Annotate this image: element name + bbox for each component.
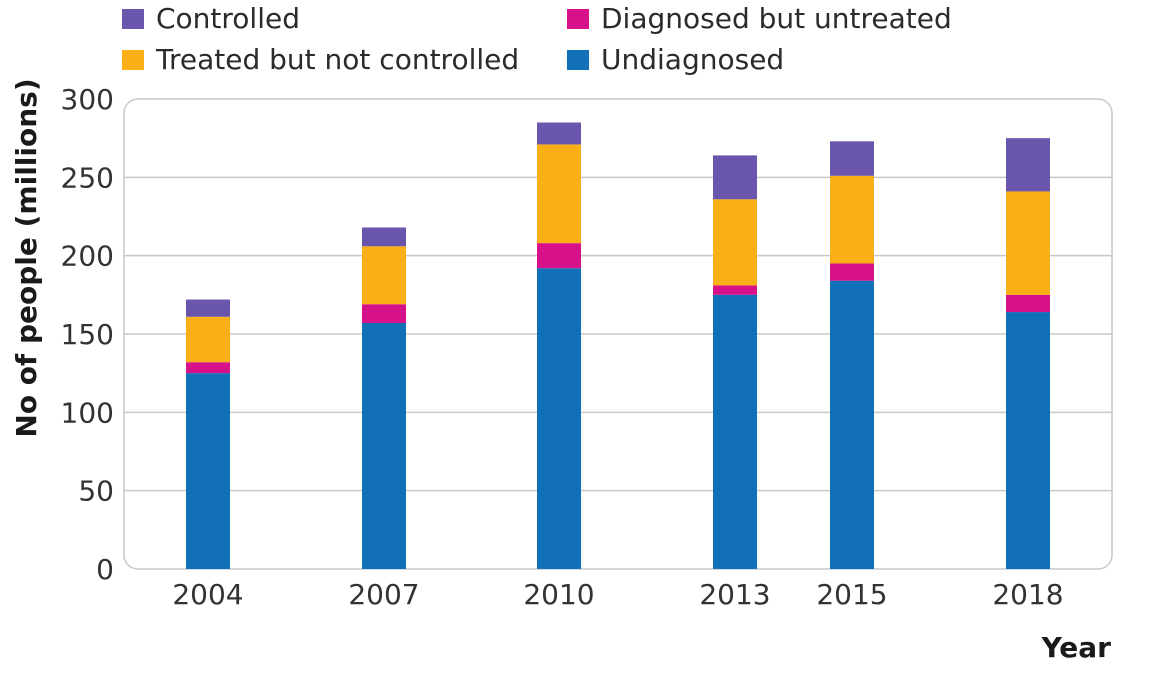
bar-segment-diagnosed-but-untreated-2007 xyxy=(362,304,406,324)
legend-label-treated-not-controlled: Treated but not controlled xyxy=(156,43,520,76)
legend-swatch-controlled xyxy=(122,8,144,29)
y-tick-labels: 0 50 100 150 200 250 300 xyxy=(61,83,114,586)
bar-segment-treated-but-not-controlled-2007 xyxy=(362,246,406,305)
bar-segment-undiagnosed-2010 xyxy=(537,268,581,569)
y-tick-label: 0 xyxy=(96,553,114,586)
x-tick-label: 2010 xyxy=(523,578,594,611)
x-tick-label: 2015 xyxy=(816,578,887,611)
grid-layer xyxy=(124,176,1112,492)
y-tick-label: 250 xyxy=(61,161,114,194)
legend-item-diagnosed-untreated: Diagnosed but untreated xyxy=(567,2,952,35)
legend-swatch-diagnosed-untreated xyxy=(567,8,589,29)
y-tick-label: 200 xyxy=(61,240,114,273)
bar-segment-undiagnosed-2018 xyxy=(1006,312,1050,569)
bars-layer xyxy=(186,122,1050,569)
bar-segment-diagnosed-but-untreated-2013 xyxy=(713,285,757,295)
x-tick-label: 2013 xyxy=(699,578,770,611)
bar-segment-treated-but-not-controlled-2015 xyxy=(830,175,874,264)
bar-segment-controlled-2007 xyxy=(362,227,406,247)
bar-segment-controlled-2013 xyxy=(713,155,757,200)
y-tick-label: 100 xyxy=(61,396,114,429)
bar-segment-diagnosed-but-untreated-2015 xyxy=(830,263,874,281)
bar-segment-treated-but-not-controlled-2004 xyxy=(186,316,230,363)
legend-item-controlled: Controlled xyxy=(122,2,300,35)
legend-swatch-treated-not-controlled xyxy=(122,49,144,70)
y-axis-title: No of people (millions) xyxy=(10,78,43,437)
y-tick-label: 50 xyxy=(78,475,114,508)
bar-segment-diagnosed-but-untreated-2004 xyxy=(186,362,230,374)
x-axis-title: Year xyxy=(1041,631,1112,664)
bar-segment-undiagnosed-2013 xyxy=(713,294,757,569)
bar-segment-treated-but-not-controlled-2013 xyxy=(713,199,757,286)
bar-segment-controlled-2018 xyxy=(1006,138,1050,192)
x-tick-label: 2004 xyxy=(172,578,243,611)
bar-segment-controlled-2004 xyxy=(186,299,230,317)
legend-label-controlled: Controlled xyxy=(156,2,300,35)
bar-segment-diagnosed-but-untreated-2010 xyxy=(537,243,581,269)
y-tick-label: 150 xyxy=(61,318,114,351)
bar-segment-undiagnosed-2015 xyxy=(830,280,874,569)
bar-segment-controlled-2015 xyxy=(830,141,874,176)
x-tick-label: 2007 xyxy=(348,578,419,611)
legend-label-diagnosed-untreated: Diagnosed but untreated xyxy=(601,2,952,35)
bar-segment-undiagnosed-2004 xyxy=(186,373,230,569)
y-tick-label: 300 xyxy=(61,83,114,116)
bar-segment-treated-but-not-controlled-2010 xyxy=(537,144,581,244)
legend-swatch-undiagnosed xyxy=(567,49,589,70)
bar-segment-diagnosed-but-untreated-2018 xyxy=(1006,294,1050,313)
legend-label-undiagnosed: Undiagnosed xyxy=(601,43,785,76)
x-tick-label: 2018 xyxy=(992,578,1063,611)
bar-segment-treated-but-not-controlled-2018 xyxy=(1006,191,1050,295)
bar-segment-controlled-2010 xyxy=(537,122,581,145)
legend-item-undiagnosed: Undiagnosed xyxy=(567,43,784,76)
legend-item-treated-not-controlled: Treated but not controlled xyxy=(122,43,519,76)
plot-frame xyxy=(123,98,1113,570)
x-tick-labels: 2004 2007 2010 2013 2015 2018 xyxy=(172,578,1063,611)
bar-segment-undiagnosed-2007 xyxy=(362,323,406,569)
